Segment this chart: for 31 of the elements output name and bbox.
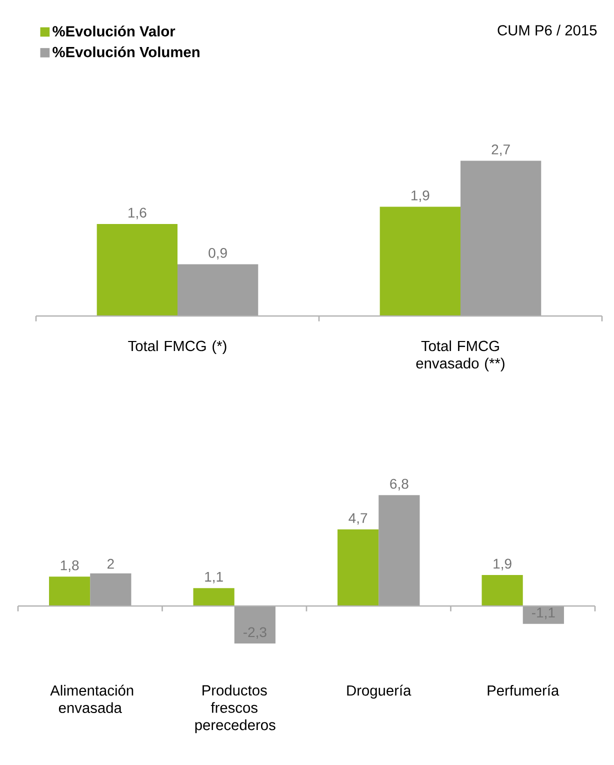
bar	[234, 606, 276, 644]
data-label: 1,6	[128, 208, 146, 220]
x-tick-label: Total FMCG envasado (**)	[416, 340, 504, 372]
x-tick-label: Droguería	[347, 684, 412, 699]
data-label: 0,9	[208, 248, 227, 260]
bar	[338, 529, 379, 606]
bar	[193, 588, 234, 606]
data-label: 4,7	[348, 513, 368, 525]
data-label: 1,9	[494, 558, 512, 570]
data-label: 1,8	[60, 560, 79, 572]
bar	[522, 606, 564, 624]
data-label: 6,8	[390, 478, 408, 490]
bar	[96, 224, 178, 316]
data-label: 1,9	[412, 190, 430, 202]
x-tick-label: Productos frescos perecederos	[195, 684, 276, 734]
text: CUM P6 / 2015	[498, 24, 597, 36]
data-label: 2	[107, 558, 114, 569]
bar	[177, 264, 258, 316]
bar	[482, 575, 523, 606]
data-label: 1,1	[205, 572, 223, 584]
bar	[380, 206, 460, 316]
bar	[90, 573, 132, 606]
legend-label: %Evolución Volumen	[52, 46, 200, 58]
legend-label: %Evolución Valor	[52, 26, 176, 36]
bar	[378, 495, 420, 606]
data-label: 2,7	[492, 144, 510, 156]
bar	[460, 160, 542, 316]
x-tick-label: Perfumería	[488, 684, 560, 696]
bar	[49, 576, 90, 606]
x-tick-label: Alimentación envasada	[50, 684, 134, 714]
x-tick-label: Total FMCG (*)	[128, 340, 226, 354]
